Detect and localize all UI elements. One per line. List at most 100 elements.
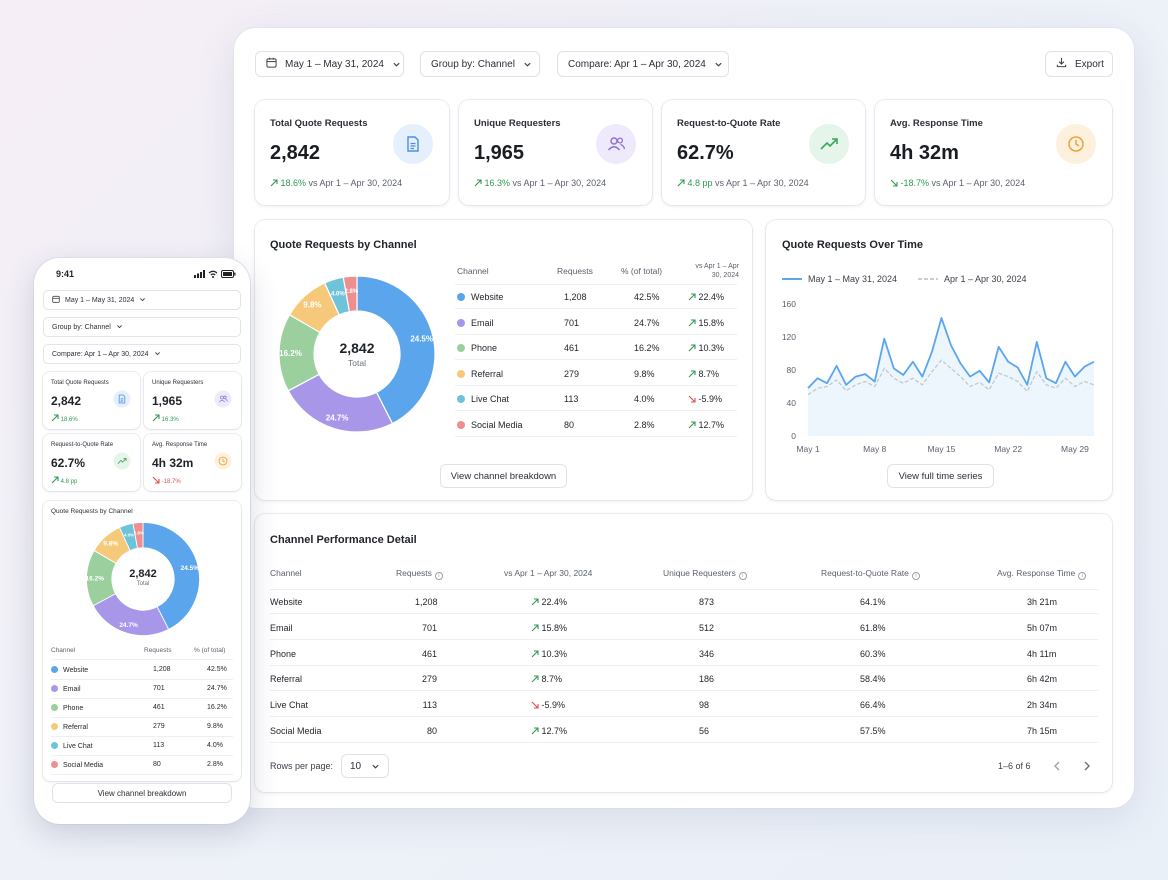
view-full-time-series-button[interactable]: View full time series [887, 464, 994, 488]
donut-slice-website[interactable] [142, 522, 200, 630]
mobile-channel-requests: 113 [153, 742, 165, 749]
mobile-kpi-label: Avg. Response Time [152, 442, 208, 448]
col-channel: Channel [457, 266, 489, 276]
channel-change: 15.8% [688, 318, 724, 328]
mobile-channel-name: Website [51, 666, 88, 674]
mobile-date-label: May 1 – May 31, 2024 [65, 296, 135, 304]
mobile-donut-title: Quote Requests by Channel [51, 508, 133, 515]
mobile-channel-name: Phone [51, 704, 83, 712]
col-requests: Requests [557, 266, 593, 276]
performance-detail-card: Channel Performance Detail Channel Reque… [255, 514, 1112, 792]
mobile-channel-name: Social Media [51, 761, 103, 769]
export-button[interactable]: Export [1045, 51, 1113, 77]
mobile-col-requests: Requests [144, 647, 172, 654]
detail-response: 5h 07m [1027, 622, 1058, 633]
mobile-channel-requests: 1,208 [153, 666, 171, 673]
current-period-line[interactable] [807, 317, 1095, 389]
info-icon[interactable]: i [1078, 572, 1087, 580]
channel-percent: 4.0% [634, 394, 655, 404]
y-tick-label: 80 [787, 365, 797, 375]
mobile-channel-name: Live Chat [51, 742, 93, 750]
mobile-kpi-value: 4h 32m [152, 456, 194, 470]
wifi-icon [208, 270, 218, 278]
kpi-value: 62.7% [677, 142, 734, 164]
channel-dot [457, 369, 465, 378]
detail-requests: 113 [422, 700, 437, 711]
next-page-icon[interactable] [1082, 759, 1092, 777]
status-bar-time: 9:41 [56, 269, 75, 279]
channel-name: Social Media [457, 420, 523, 430]
detail-title: Channel Performance Detail [270, 534, 417, 546]
mobile-channel-percent: 2.8% [207, 761, 223, 768]
donut-slice-social-media[interactable] [132, 522, 144, 549]
export-label: Export [1075, 58, 1104, 70]
detail-response: 3h 21m [1027, 597, 1058, 607]
detail-response: 4h 11m [1027, 648, 1057, 659]
mobile-kpi-value: 1,965 [152, 394, 183, 408]
detail-rate: 60.3% [860, 648, 886, 659]
mobile-group-label: Group by: Channel [52, 323, 111, 331]
compare-select[interactable]: Compare: Apr 1 – Apr 30, 2024 [557, 51, 729, 77]
info-icon[interactable]: i [434, 572, 443, 580]
view-channel-breakdown-button[interactable]: View channel breakdown [440, 464, 567, 488]
detail-col-compare: vs Apr 1 – Apr 30, 2024 [504, 568, 593, 578]
detail-channel: Email [270, 622, 293, 633]
channel-requests: 1,208 [564, 292, 587, 302]
chevron-down-icon [371, 762, 380, 771]
x-tick-label: May 8 [863, 444, 886, 454]
mobile-view-channel-breakdown-button[interactable]: View channel breakdown [52, 783, 232, 803]
detail-change: 10.3% [531, 649, 567, 659]
detail-channel: Referral [270, 674, 303, 685]
x-tick-label: May 1 [796, 444, 819, 454]
detail-channel: Live Chat [270, 700, 309, 711]
donut-slice-website[interactable] [356, 275, 436, 425]
info-icon[interactable]: i [911, 572, 920, 580]
donut-slice-label: 9.8% [303, 301, 321, 310]
channel-change: -5.9% [688, 394, 722, 404]
kpi-card: Unique Requesters 1,965 16.3% vs Apr 1 –… [459, 100, 652, 205]
chevron-down-icon [392, 60, 401, 69]
detail-col-unique: Unique Requesters i [663, 568, 747, 580]
mobile-channel-requests: 80 [153, 761, 161, 768]
date-range-select[interactable]: May 1 – May 31, 2024 [255, 51, 404, 77]
kpi-value: 1,965 [474, 142, 525, 164]
previous-period-line[interactable] [807, 359, 1095, 396]
donut-slice-label: 4.0% [331, 291, 345, 297]
clock-icon [214, 452, 232, 470]
detail-rate: 61.8% [860, 622, 886, 633]
channel-requests: 701 [564, 317, 580, 328]
mobile-channel-percent: 4.0% [207, 742, 223, 749]
info-icon[interactable]: i [738, 572, 747, 580]
detail-change: 15.8% [531, 623, 567, 633]
mobile-kpi-card: Avg. Response Time 4h 32m -18.7% [144, 434, 241, 491]
mobile-compare-select[interactable]: Compare: Apr 1 – Apr 30, 2024 [43, 344, 241, 364]
detail-col-requests: Requests i [396, 568, 443, 580]
mobile-group-select[interactable]: Group by: Channel [43, 317, 241, 337]
legend-previous: Apr 1 – Apr 30, 2024 [918, 274, 1027, 284]
donut-slice-social-media[interactable] [342, 275, 358, 313]
y-tick-label: 40 [787, 398, 797, 408]
compare-label: Compare: Apr 1 – Apr 30, 2024 [568, 58, 706, 70]
prev-page-icon[interactable] [1052, 759, 1062, 777]
donut-slice-label: 16.2% [279, 349, 302, 358]
detail-channel: Phone [270, 648, 297, 659]
detail-change: 22.4% [531, 597, 567, 607]
mobile-kpi-delta: 4.8 pp [51, 476, 77, 485]
channel-change: 12.7% [688, 420, 724, 430]
kpi-label: Avg. Response Time [890, 118, 983, 129]
detail-unique: 873 [699, 597, 715, 607]
mobile-kpi-label: Unique Requesters [152, 380, 204, 386]
mobile-date-select[interactable]: May 1 – May 31, 2024 [43, 290, 241, 310]
detail-col-channel: Channel [270, 568, 302, 578]
channel-dot [457, 344, 465, 352]
trend-up-icon [809, 124, 849, 164]
channel-percent: 9.8% [634, 368, 655, 379]
rows-per-page-select[interactable]: 10 [341, 754, 389, 778]
current-series-area [808, 318, 1094, 436]
detail-unique: 186 [699, 674, 715, 685]
group-by-select[interactable]: Group by: Channel [420, 51, 540, 77]
channel-requests: 113 [564, 394, 579, 404]
trend-up-icon [113, 452, 131, 470]
mobile-channel-name: Referral [51, 723, 88, 731]
document-icon [113, 390, 131, 408]
